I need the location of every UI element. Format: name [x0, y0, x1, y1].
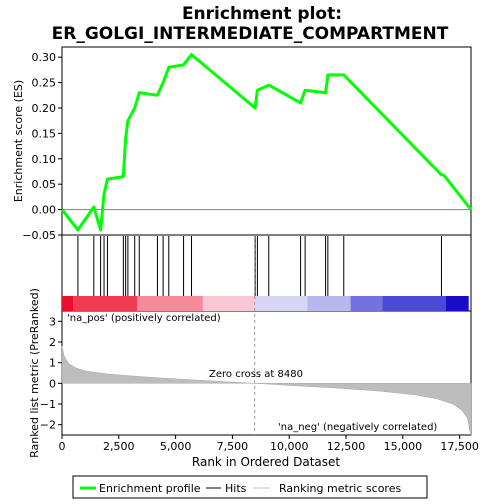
metric-y-tick-label: 0	[49, 377, 56, 390]
ranking-colorbar	[62, 296, 469, 311]
enrichment-profile-series	[60, 53, 473, 232]
colorbar-segment	[202, 296, 255, 311]
x-axis: 0 2,500 5,000 7,500 10,000 12,500 15,000 17,500	[59, 435, 479, 453]
x-tick-label: 15,000	[384, 440, 423, 453]
es-y-tick-label: 0.20	[32, 102, 57, 115]
x-tick-label: 10,000	[270, 440, 309, 453]
x-tick-label: 7,500	[217, 440, 249, 453]
neg-correlated-label: 'na_neg' (negatively correlated)	[278, 422, 437, 433]
colorbar-segment	[136, 296, 203, 311]
es-y-tick-label: 0.25	[32, 77, 57, 90]
legend-box	[72, 475, 428, 499]
metric-y-axis: −2 −1 0 1 2 3	[40, 315, 62, 432]
x-tick-label: 2,500	[103, 440, 135, 453]
ranking-metric-area	[61, 346, 472, 436]
legend-metric-label: Ranking metric scores	[279, 482, 401, 495]
legend-profile-label: Enrichment profile	[99, 482, 201, 495]
es-y-tick-label: −0.05	[22, 229, 56, 242]
metric-y-tick-label: 3	[49, 315, 56, 328]
colorbar-segment	[254, 296, 308, 311]
colorbar-segment	[307, 296, 351, 311]
colorbar-segment	[62, 296, 74, 311]
metric-y-tick-label: −1	[40, 398, 56, 411]
x-tick-label: 17,500	[440, 440, 479, 453]
colorbar-segment	[73, 296, 137, 311]
zero-cross-label: Zero cross at 8480	[209, 369, 303, 380]
colorbar-segment	[350, 296, 383, 311]
es-y-tick-label: 0.10	[32, 153, 57, 166]
x-tick-label: 0	[59, 440, 66, 453]
colorbar-segment	[382, 296, 447, 311]
metric-y-tick-label: −2	[40, 419, 56, 432]
metric-layer	[61, 236, 472, 436]
es-y-tick-label: 0.05	[32, 178, 57, 191]
es-y-tick-label: 0.30	[32, 51, 57, 64]
chart-title-line2: ER_GOLGI_INTERMEDIATE_COMPARTMENT	[52, 24, 449, 44]
metric-y-axis-label: Ranked list metric (PreRanked)	[28, 288, 41, 458]
es-y-tick-label: 0.00	[32, 204, 57, 217]
x-tick-label: 12,500	[327, 440, 366, 453]
es-y-tick-label: 0.15	[32, 127, 57, 140]
metric-y-tick-label: 2	[49, 336, 56, 349]
enrichment-profile-line	[60, 53, 473, 232]
metric-y-tick-label: 1	[49, 357, 56, 370]
colorbar-segment	[446, 296, 469, 311]
es-y-axis: −0.05 0.00 0.05 0.10 0.15 0.20 0.25 0.30	[22, 51, 471, 242]
legend: Enrichment profile Hits Ranking metric s…	[72, 475, 428, 499]
hits-layer	[77, 236, 442, 296]
legend-hits-label: Hits	[225, 482, 247, 495]
es-y-axis-label: Enrichment score (ES)	[12, 80, 25, 202]
chart-title-line1: Enrichment plot:	[182, 4, 342, 24]
x-axis-label: Rank in Ordered Dataset	[192, 455, 340, 469]
x-tick-label: 5,000	[160, 440, 192, 453]
pos-correlated-label: 'na_pos' (positively correlated)	[67, 313, 221, 324]
